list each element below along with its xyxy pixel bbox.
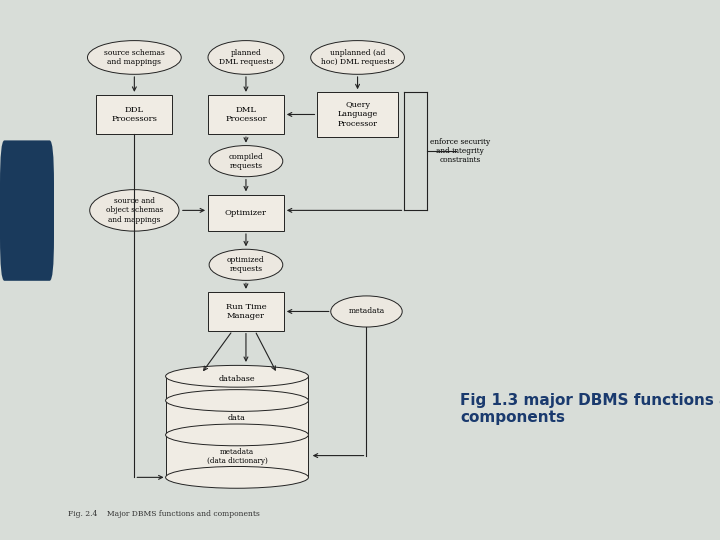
Ellipse shape <box>90 190 179 231</box>
Bar <box>208 95 284 134</box>
Text: planned
DML requests: planned DML requests <box>219 49 273 66</box>
Text: Run Time
Manager: Run Time Manager <box>225 302 266 320</box>
Text: metadata
(data dictionary): metadata (data dictionary) <box>207 448 267 465</box>
Text: compiled
requests: compiled requests <box>228 152 264 170</box>
Ellipse shape <box>166 467 308 488</box>
FancyBboxPatch shape <box>0 140 54 281</box>
Ellipse shape <box>88 40 181 75</box>
Text: database: database <box>219 375 256 383</box>
Text: enforce security
and integrity
constraints: enforce security and integrity constrain… <box>430 138 490 164</box>
Text: Fig. 2.4    Major DBMS functions and components: Fig. 2.4 Major DBMS functions and compon… <box>68 510 260 518</box>
Text: Query
Language
Processor: Query Language Processor <box>338 100 378 129</box>
Bar <box>208 195 284 231</box>
Ellipse shape <box>330 296 402 327</box>
Ellipse shape <box>311 40 405 75</box>
Bar <box>318 92 397 137</box>
Bar <box>166 376 308 477</box>
Text: Fig 1.3 major DBMS functions and
components: Fig 1.3 major DBMS functions and compone… <box>460 393 720 425</box>
Ellipse shape <box>208 40 284 75</box>
Text: DDL
Processors: DDL Processors <box>112 106 157 123</box>
Text: Optimizer: Optimizer <box>225 209 267 217</box>
Ellipse shape <box>209 249 283 280</box>
Text: unplanned (ad
hoc) DML requests: unplanned (ad hoc) DML requests <box>321 49 395 66</box>
Ellipse shape <box>209 146 283 177</box>
Text: source and
object schemas
and mappings: source and object schemas and mappings <box>106 197 163 224</box>
Text: metadata: metadata <box>348 307 384 315</box>
Bar <box>208 292 284 331</box>
Ellipse shape <box>166 390 308 411</box>
Text: data: data <box>228 414 246 422</box>
Text: DML
Processor: DML Processor <box>225 106 267 123</box>
Text: source schemas
and mappings: source schemas and mappings <box>104 49 165 66</box>
Ellipse shape <box>166 366 308 387</box>
Bar <box>96 95 172 134</box>
Text: optimized
requests: optimized requests <box>227 256 265 273</box>
Ellipse shape <box>166 424 308 446</box>
